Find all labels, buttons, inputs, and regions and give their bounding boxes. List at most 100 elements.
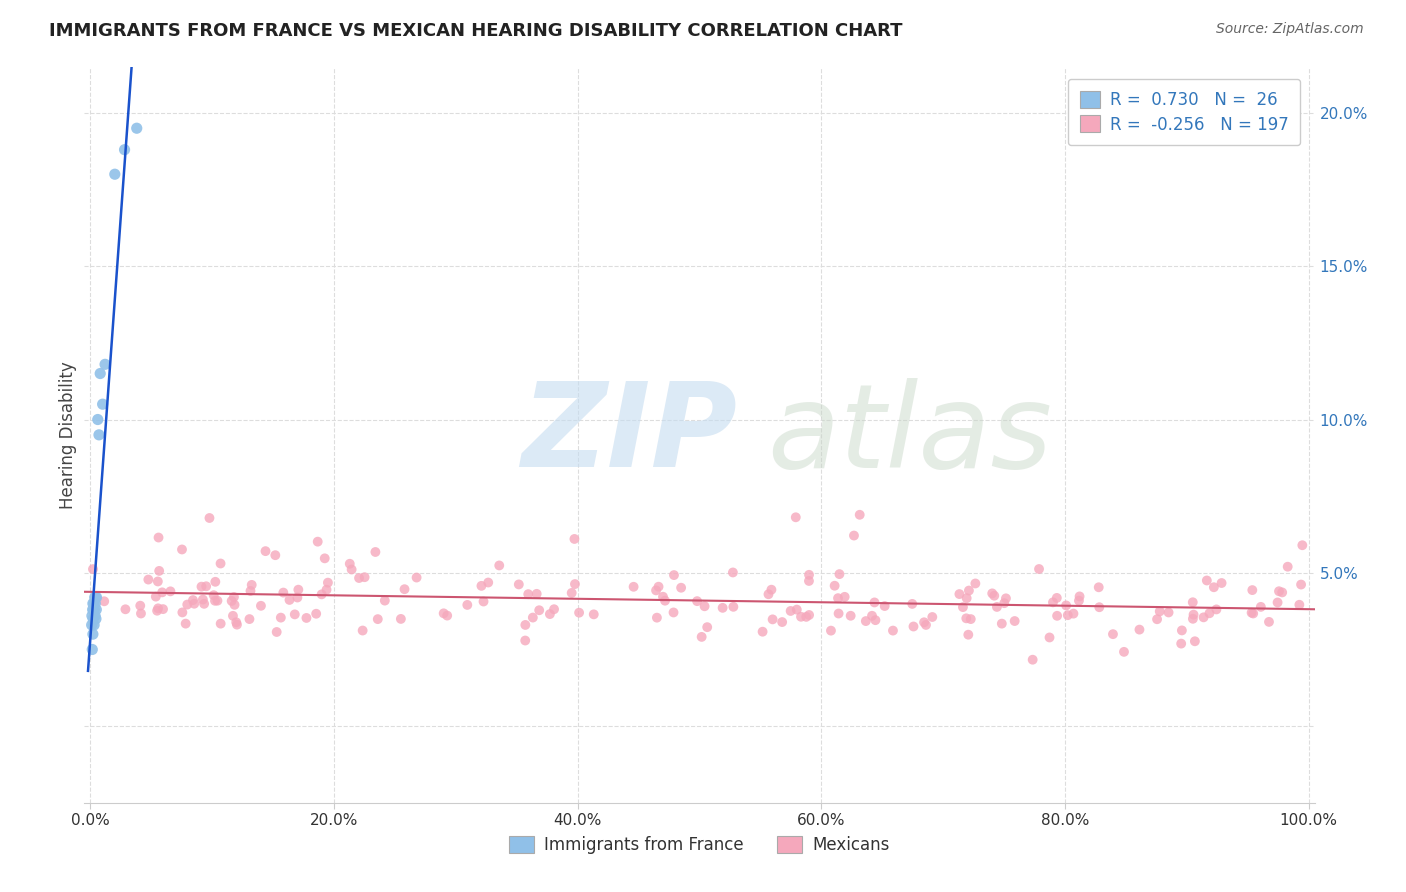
Point [193,597,215,611]
Point [273,585,295,599]
Point [1054,599,1077,613]
Point [758,587,780,601]
Point [1046,591,1069,605]
Point [1182,607,1205,622]
Point [125,121,148,136]
Point [86,591,108,605]
Point [1205,602,1227,616]
Point [515,633,537,648]
Point [1184,634,1206,648]
Point [190,580,212,594]
Point [986,599,1008,614]
Point [865,613,887,627]
Point [848,508,870,522]
Point [89,367,111,381]
Point [145,590,167,604]
Point [266,625,288,640]
Point [1181,612,1204,626]
Point [181,593,204,607]
Point [903,619,925,633]
Point [295,611,318,625]
Point [284,607,307,622]
Point [669,581,692,595]
Point [204,594,226,608]
Point [209,616,232,631]
Point [959,612,981,626]
Point [1004,614,1026,628]
Point [863,595,886,609]
Point [1157,606,1180,620]
Point [202,588,225,602]
Point [150,585,173,599]
Point [955,611,977,625]
Point [538,607,561,621]
Point [1067,593,1090,607]
Point [983,589,1005,603]
Point [1211,576,1233,591]
Point [225,615,247,630]
Point [174,616,197,631]
Point [148,531,170,545]
Point [1202,580,1225,594]
Point [1046,608,1069,623]
Point [405,570,427,584]
Point [915,618,938,632]
Point [195,579,218,593]
Point [1170,637,1192,651]
Point [957,628,980,642]
Point [367,612,389,626]
Point [623,580,645,594]
Point [1271,585,1294,599]
Point [981,586,1004,600]
Point [1069,590,1091,604]
Point [198,511,221,525]
Point [508,577,530,591]
Point [82,562,104,576]
Point [146,604,169,618]
Point [786,602,808,616]
Point [287,591,309,605]
Point [994,591,1017,606]
Point [842,528,865,542]
Point [1289,577,1312,591]
Point [901,597,924,611]
Point [254,544,277,558]
Point [152,602,174,616]
Point [1146,612,1168,626]
Point [654,593,676,607]
Point [993,596,1015,610]
Point [305,607,328,621]
Point [80,618,103,632]
Point [834,590,856,604]
Point [515,618,537,632]
Point [1042,595,1064,609]
Point [80,608,103,623]
Point [1241,607,1264,621]
Point [264,548,287,562]
Legend: Immigrants from France, Mexicans: Immigrants from France, Mexicans [503,830,896,861]
Point [222,608,245,623]
Point [83,618,105,632]
Point [1028,562,1050,576]
Point [828,567,851,582]
Point [84,612,107,626]
Point [1087,580,1109,594]
Point [1268,584,1291,599]
Point [1250,599,1272,614]
Point [374,593,396,607]
Point [146,574,169,589]
Y-axis label: Hearing Disability: Hearing Disability [59,361,77,508]
Point [129,607,152,621]
Point [529,603,551,617]
Point [87,412,110,426]
Point [239,584,262,599]
Text: ZIP: ZIP [522,377,737,492]
Point [183,597,205,611]
Point [191,592,214,607]
Point [956,591,979,606]
Point [1038,631,1060,645]
Point [477,575,499,590]
Point [353,570,375,584]
Point [456,598,478,612]
Point [83,597,105,611]
